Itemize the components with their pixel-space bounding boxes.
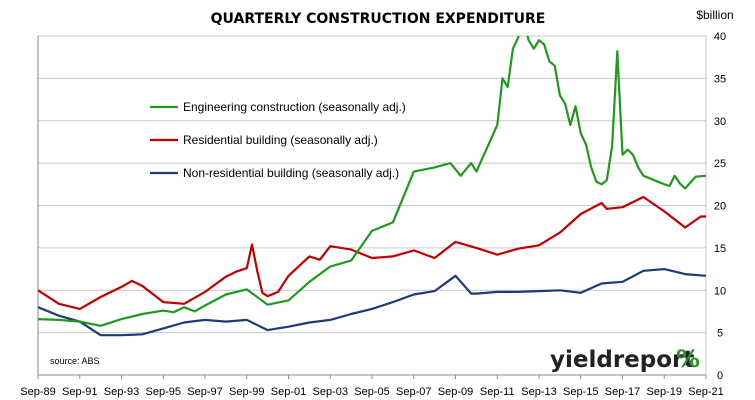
y-tick-label: 5 [717, 328, 723, 340]
y-tick-label: 30 [714, 116, 726, 128]
x-tick-label: Sep-13 [521, 386, 556, 398]
y-tick-label: 25 [714, 158, 726, 170]
x-tick-label: Sep-05 [354, 386, 389, 398]
y-tick-label: 35 [714, 73, 726, 85]
x-tick-label: Sep-97 [187, 386, 222, 398]
x-tick-label: Sep-19 [647, 386, 682, 398]
x-tick-label: Sep-03 [313, 386, 348, 398]
x-tick-label: Sep-21 [688, 386, 723, 398]
x-tick-label: Sep-89 [20, 386, 55, 398]
x-tick-label: Sep-07 [396, 386, 431, 398]
y-tick-label: 0 [717, 370, 723, 382]
x-axis-ticks: Sep-89 Sep-91 Sep-93 Sep-95 Sep-97 Sep-99 Sep-… [20, 375, 724, 398]
x-tick-label: Sep-95 [146, 386, 181, 398]
x-tick-label: Sep-09 [438, 386, 473, 398]
chart-title: QUARTERLY CONSTRUCTION EXPENDITURE [211, 11, 546, 27]
x-tick-label: Sep-99 [229, 386, 264, 398]
y-axis-unit-label: $billion [696, 8, 733, 22]
x-tick-label: Sep-17 [605, 386, 640, 398]
gridlines [38, 35, 707, 375]
legend-label: Residential building (seasonally adj.) [183, 133, 378, 147]
y-tick-label: 20 [714, 201, 726, 213]
logo-percent-icon: % [676, 345, 700, 373]
x-tick-label: Sep-93 [104, 386, 139, 398]
legend: Engineering construction (seasonally adj… [150, 100, 406, 180]
series-line-0 [38, 36, 706, 327]
y-tick-label: 15 [714, 243, 726, 255]
x-tick-label: Sep-15 [563, 386, 598, 398]
x-tick-label: Sep-01 [271, 386, 306, 398]
series-lines [38, 36, 706, 337]
series-line-1 [38, 195, 706, 310]
y-tick-label: 10 [714, 285, 726, 297]
logo-text: yieldreport [550, 347, 694, 373]
yieldreport-logo: yieldreport % [550, 345, 700, 373]
series-line-2 [38, 268, 706, 337]
legend-label: Non-residential building (seasonally adj… [183, 166, 399, 180]
x-tick-label: Sep-11 [480, 386, 515, 398]
legend-label: Engineering construction (seasonally adj… [183, 100, 406, 114]
source-note: source: ABS [50, 356, 100, 366]
y-axis-ticks: 0 5 10 15 20 25 30 35 40 [714, 31, 726, 382]
y-tick-label: 40 [714, 31, 726, 43]
x-tick-label: Sep-91 [62, 386, 97, 398]
